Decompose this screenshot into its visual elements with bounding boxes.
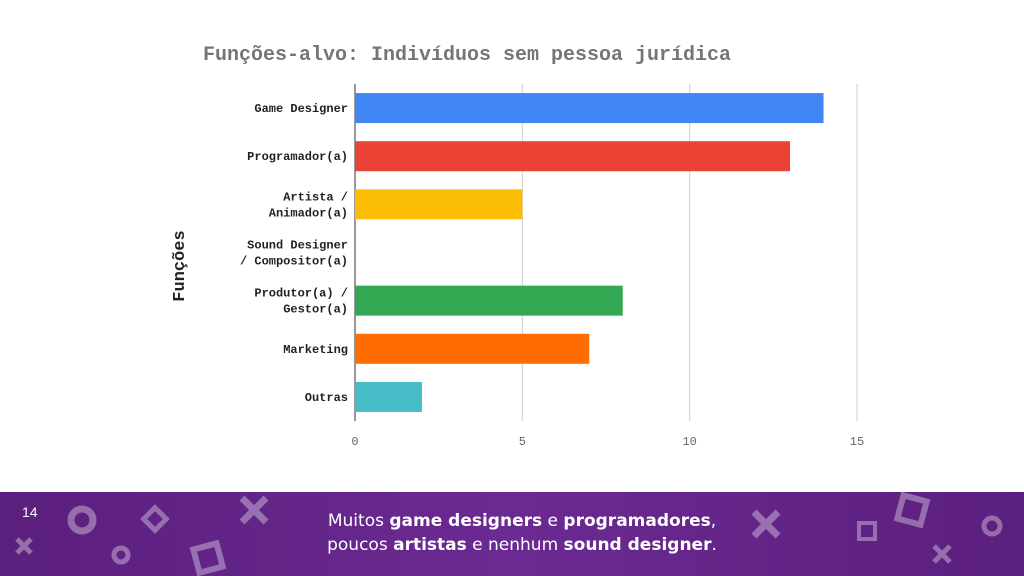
square-icon [189, 539, 227, 576]
caption-text: . [711, 535, 717, 555]
category-label: / Compositor(a) [240, 255, 348, 269]
diamond-icon [140, 504, 170, 534]
caption-text: Muitos [327, 511, 390, 531]
category-label: Marketing [283, 343, 348, 357]
ring-icon [67, 505, 97, 535]
category-label: Animador(a) [269, 206, 348, 220]
bar-chart: Funções-alvo: Indivíduos sem pessoa jurí… [171, 44, 864, 449]
page-number: 14 [22, 504, 38, 520]
caption-emphasis: programadores [563, 511, 711, 531]
cross-icon [932, 544, 952, 564]
caption-line-1: Muitos game designers e programadores, [312, 509, 732, 533]
category-label: Produtor(a) / [254, 287, 348, 301]
x-tick-labels: 0 5 10 15 [351, 435, 864, 449]
category-label: Sound Designer [247, 239, 348, 253]
bar [355, 93, 824, 124]
footer-banner: 14 Muitos game designers e programadores… [0, 492, 1024, 576]
caption-line-2: poucos artistas e nenhum sound designer. [312, 533, 732, 557]
bar [355, 141, 791, 172]
caption-text: e nenhum [466, 535, 564, 555]
bar [355, 333, 590, 364]
bars [355, 93, 824, 412]
ring-icon [111, 545, 131, 565]
cross-icon [15, 537, 33, 555]
ring-icon [981, 515, 1003, 537]
x-tick-label: 10 [682, 435, 696, 449]
cross-icon [751, 509, 781, 539]
category-label: Outras [305, 391, 348, 405]
category-label: Artista / [283, 190, 348, 204]
caption-text: , [710, 511, 717, 531]
x-tick-label: 5 [519, 435, 526, 449]
bar [355, 381, 422, 412]
caption-emphasis: artistas [393, 535, 467, 555]
category-label: Programador(a) [247, 150, 348, 164]
category-label: Gestor(a) [283, 303, 348, 317]
square-icon [857, 521, 877, 541]
category-labels: Game Designer Programador(a) Artista / Anim… [240, 102, 348, 405]
caption-emphasis: sound designer [563, 535, 712, 555]
y-axis-label: Funções [171, 230, 190, 301]
x-tick-label: 15 [850, 435, 864, 449]
square-icon [893, 492, 931, 529]
caption-emphasis: game designers [389, 511, 543, 531]
bar [355, 285, 623, 316]
caption-text: e [542, 511, 564, 531]
caption-text: poucos [327, 535, 394, 555]
category-label: Game Designer [254, 102, 348, 116]
chart-title: Funções-alvo: Indivíduos sem pessoa jurí… [203, 44, 731, 67]
bar [355, 189, 523, 220]
x-tick-label: 0 [351, 435, 358, 449]
slide-caption: Muitos game designers e programadores, p… [312, 509, 732, 557]
gridlines [354, 84, 858, 421]
cross-icon [239, 495, 269, 525]
